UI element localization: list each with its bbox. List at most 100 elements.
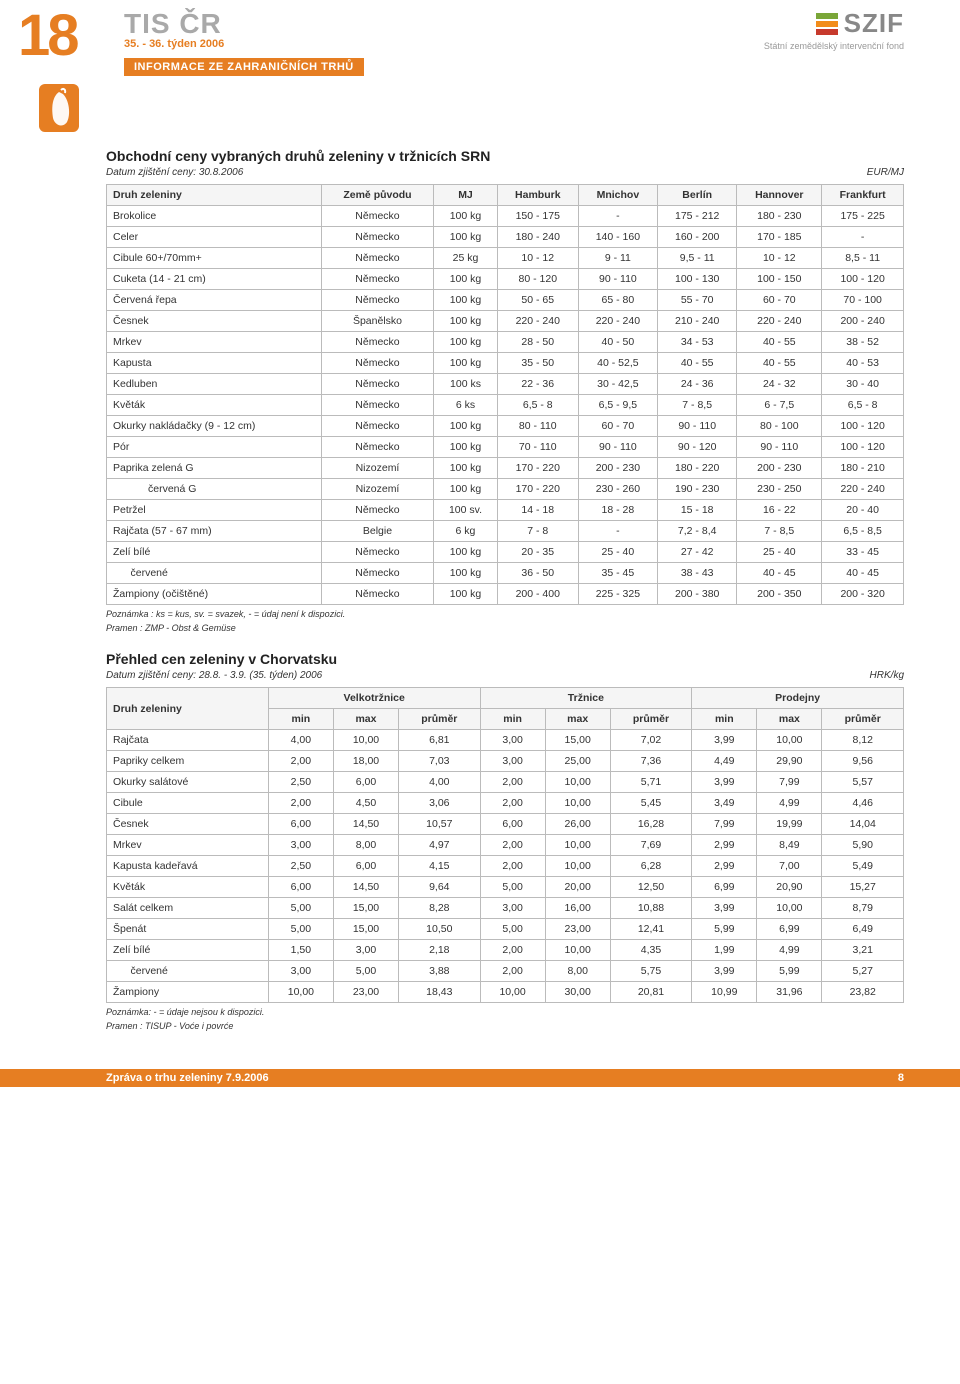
table2-meta-right: HRK/kg <box>870 670 904 681</box>
cell: 4,35 <box>610 940 692 961</box>
cell: Německo <box>321 416 433 437</box>
table1-meta: Datum zjištění ceny: 30.8.2006 EUR/MJ <box>106 167 904 178</box>
cell: 10,00 <box>545 793 610 814</box>
col-subheader: min <box>480 709 545 730</box>
cell: Německo <box>321 395 433 416</box>
page: 18 TIS ČR 35. - 36. týden 2006 INFORMACE… <box>0 0 960 1087</box>
cell: Německo <box>321 269 433 290</box>
cell: 100 kg <box>434 206 498 227</box>
cell: 3,06 <box>399 793 481 814</box>
cell: Okurky salátové <box>107 772 269 793</box>
cell: 200 - 350 <box>737 584 822 605</box>
cell: 27 - 42 <box>658 542 737 563</box>
cell: 10,00 <box>545 940 610 961</box>
cell: 2,00 <box>480 940 545 961</box>
cell: 100 kg <box>434 290 498 311</box>
cell: 100 kg <box>434 416 498 437</box>
cell: 18,43 <box>399 982 481 1003</box>
cell: 16,28 <box>610 814 692 835</box>
cell: Česnek <box>107 814 269 835</box>
cell: Nizozemí <box>321 458 433 479</box>
cell: 6,00 <box>268 814 333 835</box>
cell: 28 - 50 <box>497 332 578 353</box>
cell: 19,99 <box>757 814 822 835</box>
cell: 14 - 18 <box>497 500 578 521</box>
cell: 6,00 <box>333 856 398 877</box>
col-header: Země původu <box>321 185 433 206</box>
cell: 10,00 <box>757 730 822 751</box>
cell: 3,99 <box>692 961 757 982</box>
col-subheader: průměr <box>610 709 692 730</box>
table-row: Paprika zelená GNizozemí100 kg170 - 2202… <box>107 458 904 479</box>
cell: Žampiony <box>107 982 269 1003</box>
cell: Německo <box>321 542 433 563</box>
cell: 1,99 <box>692 940 757 961</box>
cell: - <box>578 521 657 542</box>
cell: 160 - 200 <box>658 227 737 248</box>
cell: Brokolice <box>107 206 322 227</box>
cell: 14,04 <box>822 814 904 835</box>
szif-logo-icon <box>816 13 838 35</box>
cell: 200 - 240 <box>822 311 904 332</box>
cell: 4,46 <box>822 793 904 814</box>
cell: Cibule 60+/70mm+ <box>107 248 322 269</box>
table-row: Cuketa (14 - 21 cm)Německo100 kg80 - 120… <box>107 269 904 290</box>
cell: 7,2 - 8,4 <box>658 521 737 542</box>
cell: Mrkev <box>107 332 322 353</box>
cell: 100 kg <box>434 563 498 584</box>
cell: 100 kg <box>434 227 498 248</box>
cell: červené <box>107 563 322 584</box>
cell: 40 - 52,5 <box>578 353 657 374</box>
cell: 3,00 <box>333 940 398 961</box>
table-row: Česnek6,0014,5010,576,0026,0016,287,9919… <box>107 814 904 835</box>
cell: 2,00 <box>480 835 545 856</box>
cell: 10,00 <box>757 898 822 919</box>
cell: 5,71 <box>610 772 692 793</box>
cell: 6,49 <box>822 919 904 940</box>
cell: 10 - 12 <box>497 248 578 269</box>
cell: 10 - 12 <box>737 248 822 269</box>
col-header: Hannover <box>737 185 822 206</box>
cell: Nizozemí <box>321 479 433 500</box>
cell: 180 - 240 <box>497 227 578 248</box>
cell: 16 - 22 <box>737 500 822 521</box>
cell: 4,15 <box>399 856 481 877</box>
cell: 55 - 70 <box>658 290 737 311</box>
col-header: Frankfurt <box>822 185 904 206</box>
cell: 4,97 <box>399 835 481 856</box>
tis-block: TIS ČR 35. - 36. týden 2006 <box>124 8 224 50</box>
cell: 50 - 65 <box>497 290 578 311</box>
cell: 20,81 <box>610 982 692 1003</box>
cell: 14,50 <box>333 814 398 835</box>
cell: 100 kg <box>434 479 498 500</box>
cell: Špenát <box>107 919 269 940</box>
cell: 5,00 <box>480 919 545 940</box>
cell: 6,5 - 8 <box>497 395 578 416</box>
table2: Druh zeleninyVelkotržniceTržniceProdejny… <box>106 687 904 1003</box>
cell: 9,5 - 11 <box>658 248 737 269</box>
table-row: Mrkev3,008,004,972,0010,007,692,998,495,… <box>107 835 904 856</box>
cell: 100 kg <box>434 311 498 332</box>
cell: 1,50 <box>268 940 333 961</box>
cell: 7,69 <box>610 835 692 856</box>
cell: 6 kg <box>434 521 498 542</box>
cell: - <box>578 206 657 227</box>
cell: 3,88 <box>399 961 481 982</box>
cell: 18 - 28 <box>578 500 657 521</box>
cell: 100 kg <box>434 353 498 374</box>
cell: 5,99 <box>692 919 757 940</box>
table-row: červenéNěmecko100 kg36 - 5035 - 4538 - 4… <box>107 563 904 584</box>
cell: 4,50 <box>333 793 398 814</box>
cell: 6 - 7,5 <box>737 395 822 416</box>
table-row: BrokoliceNěmecko100 kg150 - 175-175 - 21… <box>107 206 904 227</box>
table2-note1: Poznámka: - = údaje nejsou k dispozici. <box>106 1007 904 1017</box>
section-bar: INFORMACE ZE ZAHRANIČNÍCH TRHŮ <box>124 58 364 76</box>
col-header: Druh zeleniny <box>107 688 269 730</box>
cell: 230 - 260 <box>578 479 657 500</box>
cell: Německo <box>321 500 433 521</box>
col-header: Tržnice <box>480 688 692 709</box>
tis-title: TIS ČR <box>124 8 224 40</box>
cell: 70 - 100 <box>822 290 904 311</box>
cell: 10,00 <box>333 730 398 751</box>
cell: 60 - 70 <box>737 290 822 311</box>
